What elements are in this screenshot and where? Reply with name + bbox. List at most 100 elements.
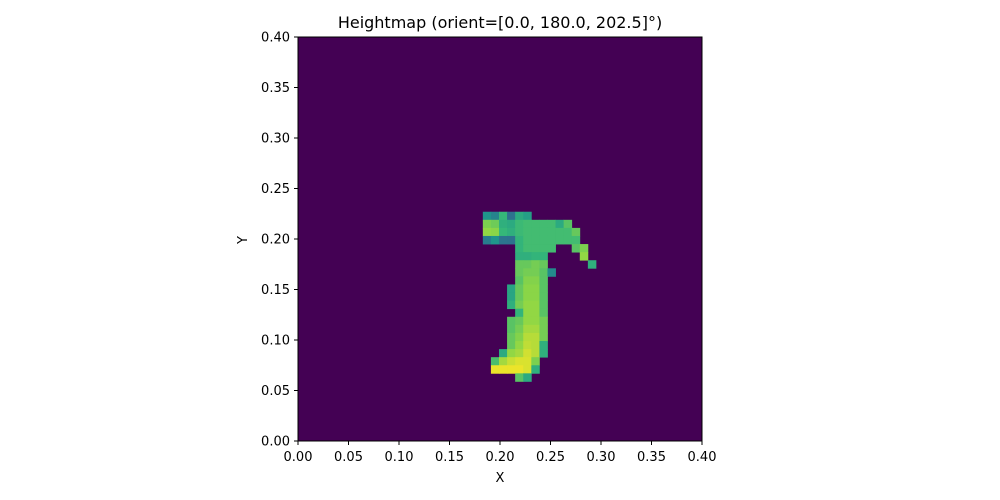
heatmap-cell (539, 341, 547, 349)
heatmap-cell (523, 349, 531, 357)
heatmap-cell (515, 244, 523, 252)
heatmap-cell (515, 260, 523, 268)
heatmap-cell (507, 301, 515, 309)
y-tick-label: 0.15 (261, 283, 290, 298)
heatmap-cell (483, 220, 491, 228)
heatmap-cell (531, 260, 539, 268)
x-tick-label: 0.25 (536, 450, 565, 465)
heatmap-cell (515, 236, 523, 244)
y-tick-label: 0.10 (261, 334, 290, 349)
chart-title: Heightmap (orient=[0.0, 180.0, 202.5]°) (338, 13, 662, 32)
heatmap-cell (539, 260, 547, 268)
heatmap-cell (572, 236, 580, 244)
heatmap-cell (531, 284, 539, 292)
heatmap-cell (523, 220, 531, 228)
heatmap-cell (523, 276, 531, 284)
heatmap-cell (523, 268, 531, 276)
heatmap-cell (483, 212, 491, 220)
heatmap-cell (539, 252, 547, 260)
heatmap-cell (523, 317, 531, 325)
heatmap-cell (547, 220, 555, 228)
heatmap-cell (507, 333, 515, 341)
heatmap-cell (491, 228, 499, 236)
heatmap-cell (515, 341, 523, 349)
heatmap-cell (523, 284, 531, 292)
heatmap-cell (499, 236, 507, 244)
heatmap-cell (523, 357, 531, 365)
heatmap-cell (539, 228, 547, 236)
heatmap-cell (539, 349, 547, 357)
heatmap-cell (515, 228, 523, 236)
heatmap-cell (531, 349, 539, 357)
heatmap-cell (507, 220, 515, 228)
y-tick-label: 0.20 (261, 233, 290, 248)
heatmap-cell (507, 317, 515, 325)
heatmap-cell (507, 293, 515, 301)
heatmap-cell (539, 293, 547, 301)
heatmap-cell (539, 284, 547, 292)
heatmap-cell (491, 365, 499, 373)
heatmap-cell (507, 365, 515, 373)
heatmap-cell (523, 236, 531, 244)
heatmap-cell (515, 212, 523, 220)
y-tick-label: 0.00 (261, 435, 290, 450)
heatmap-cell (491, 220, 499, 228)
x-tick-label: 0.40 (688, 450, 717, 465)
heatmap-cell (515, 309, 523, 317)
heatmap-cell (531, 357, 539, 365)
x-tick-label: 0.30 (587, 450, 616, 465)
heatmap-cell (507, 325, 515, 333)
heatmap-cell (523, 309, 531, 317)
heatmap-cell (515, 293, 523, 301)
heatmap-cell (523, 212, 531, 220)
heatmap-cell (483, 228, 491, 236)
heatmap-cell (515, 252, 523, 260)
heatmap-cell (564, 228, 572, 236)
y-tick-label: 0.05 (261, 384, 290, 399)
heatmap-cell (523, 373, 531, 381)
heatmap-cell (515, 357, 523, 365)
heatmap-cell (539, 301, 547, 309)
heatmap-cell (531, 365, 539, 373)
heatmap-cell (499, 220, 507, 228)
heatmap-cell (539, 220, 547, 228)
heatmap-cell (499, 349, 507, 357)
heatmap-cell (539, 309, 547, 317)
heatmap-cell (515, 373, 523, 381)
heatmap-cell (515, 220, 523, 228)
heatmap-cell (539, 236, 547, 244)
heatmap-cell (523, 252, 531, 260)
heatmap-cell (523, 260, 531, 268)
x-axis: 0.00 0.05 0.10 0.15 0.20 0.25 0.30 0.35 0.40 (284, 441, 717, 465)
heatmap-cell (507, 341, 515, 349)
heatmap-cell (515, 365, 523, 373)
heatmap-cell (547, 236, 555, 244)
heatmap-cell (523, 341, 531, 349)
heatmap-cell (515, 325, 523, 333)
heatmap-cell (531, 317, 539, 325)
heatmap-cell (531, 309, 539, 317)
x-tick-label: 0.15 (435, 450, 464, 465)
heatmap-cell (547, 228, 555, 236)
x-axis-label: X (496, 471, 505, 486)
heatmap-cell (572, 228, 580, 236)
heatmap-cell (491, 357, 499, 365)
heatmap-cell (531, 325, 539, 333)
heatmap-cell (564, 220, 572, 228)
heatmap-cell (556, 236, 564, 244)
heatmap-cell (523, 228, 531, 236)
heatmap-cell (531, 252, 539, 260)
heatmap-cell (539, 276, 547, 284)
heatmap-cell (547, 268, 555, 276)
heatmap-cell (556, 228, 564, 236)
heatmap-cell (531, 228, 539, 236)
heatmap-cell (507, 284, 515, 292)
heatmap-cell (539, 333, 547, 341)
heatmap-cell (507, 236, 515, 244)
heatmap-cell (531, 220, 539, 228)
heatmap-cell (531, 301, 539, 309)
heatmap-cell (523, 333, 531, 341)
heatmap-cell (580, 244, 588, 252)
heatmap-cell (547, 244, 555, 252)
heatmap-cell (539, 325, 547, 333)
